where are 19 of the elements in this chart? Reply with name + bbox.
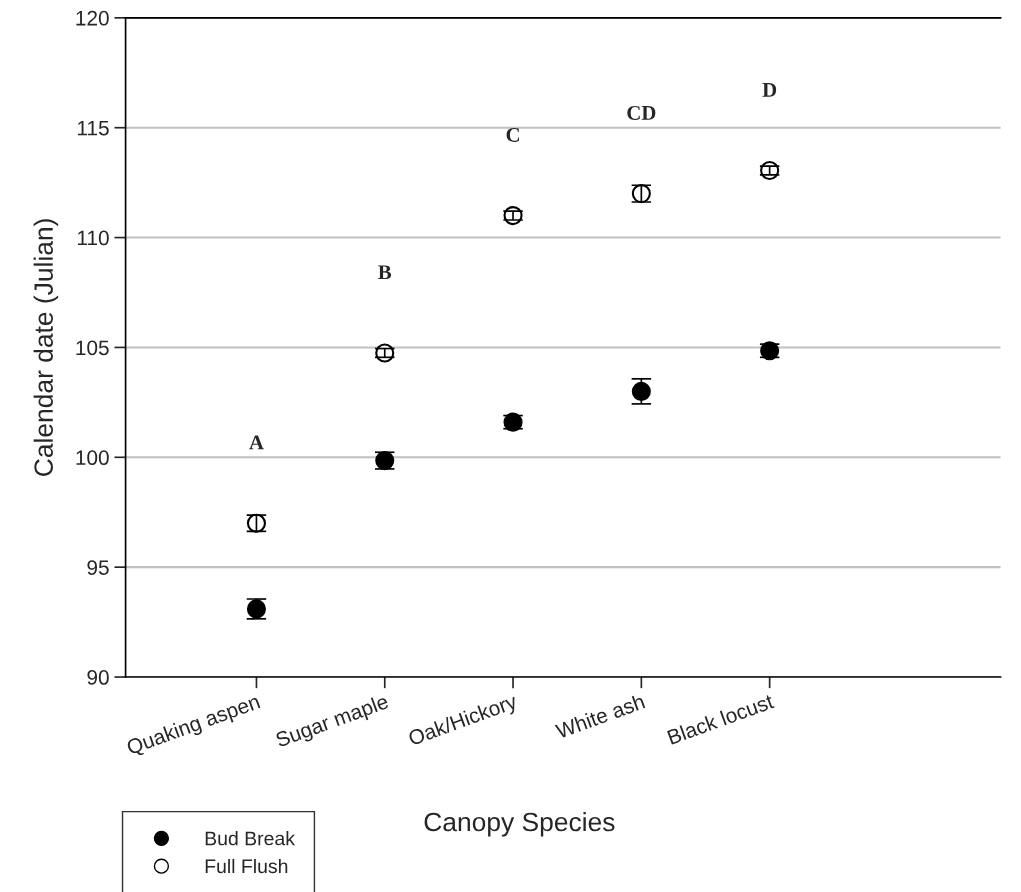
annotation: C — [506, 127, 519, 142]
x-tick-label: Sugar maple — [274, 693, 391, 752]
legend-label: Bud Break — [205, 831, 296, 846]
annotation: B — [378, 265, 392, 280]
annotation: CD — [627, 105, 656, 120]
y-tick-label: 105 — [76, 340, 109, 356]
annotation: A — [249, 435, 264, 450]
x-tick-label: White ash — [554, 693, 646, 740]
x-axis-title: Canopy Species — [424, 811, 615, 837]
annotation: D — [762, 83, 777, 97]
y-tick-label: 110 — [77, 230, 109, 246]
y-tick-label: 120 — [76, 10, 109, 26]
y-tick-label: 95 — [87, 560, 109, 575]
y-tick-label: 115 — [77, 120, 109, 136]
x-tick-label: Black locust — [666, 693, 775, 745]
y-tick-label: 100 — [76, 450, 109, 466]
legend-label: Full Flush — [205, 858, 288, 874]
y-axis-title: Calendar date (Julian) — [33, 219, 59, 476]
y-tick-label: 90 — [87, 670, 109, 685]
